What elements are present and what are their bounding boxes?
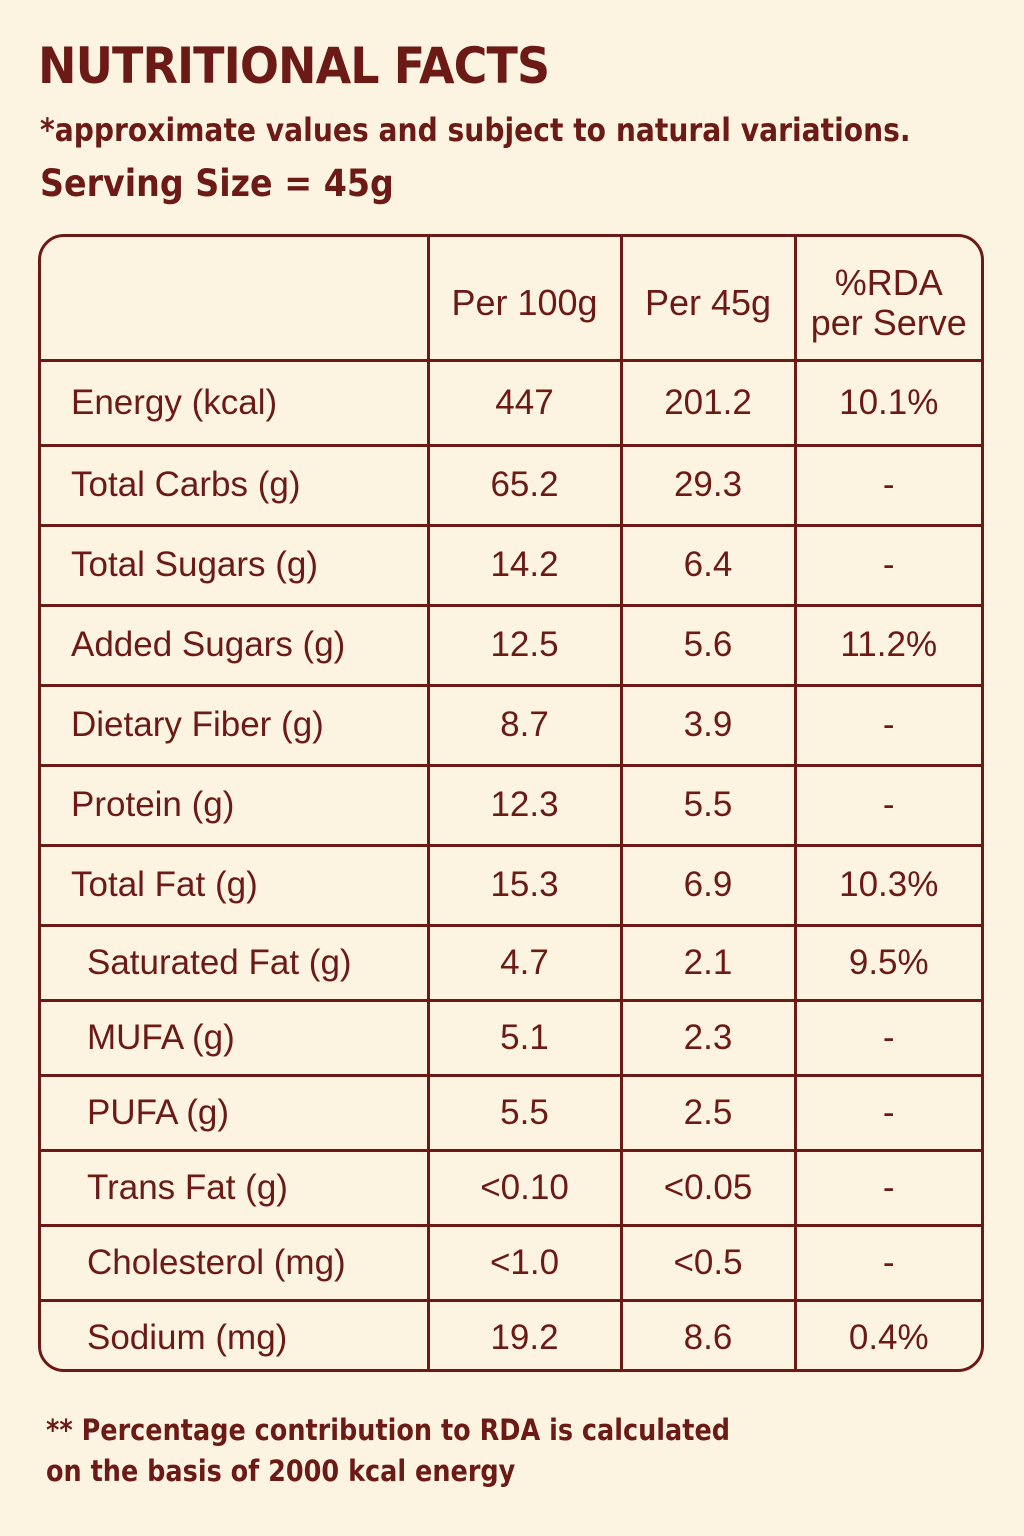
per-45g-value: 6.4	[621, 525, 797, 607]
per-45g-value: 5.6	[621, 605, 797, 687]
per-45g-value: 2.5	[621, 1075, 797, 1152]
rda-value: 9.5%	[795, 925, 981, 1002]
header-rda-line1: %RDA	[834, 261, 943, 303]
table-row: Protein (g) 12.3 5.5 -	[41, 765, 981, 847]
per-100g-value: 8.7	[428, 685, 623, 767]
rda-value: -	[795, 1150, 981, 1227]
rda-value: -	[795, 685, 981, 767]
header-nutrient	[41, 237, 430, 362]
rda-value: 0.4%	[848, 1318, 929, 1358]
table-row: Cholesterol (mg) <1.0 <0.5 -	[41, 1225, 981, 1302]
per-45g-value: 2.3	[621, 1000, 797, 1077]
nutrient-label: PUFA (g)	[41, 1075, 430, 1152]
per-45g-value: 3.9	[621, 685, 797, 767]
header-rda: %RDA per Serve	[795, 237, 981, 362]
nutrient-label: Total Fat (g)	[41, 845, 430, 927]
rda-value: -	[795, 445, 981, 527]
per-100g-value: 12.3	[428, 765, 623, 847]
rda-value: -	[795, 525, 981, 607]
per-100g-value: <1.0	[428, 1225, 623, 1302]
table-row: Total Sugars (g) 14.2 6.4 -	[41, 525, 981, 607]
header-per-100g: Per 100g	[428, 237, 623, 362]
per-45g-value: 201.2	[621, 360, 797, 447]
per-45g-value: 5.5	[621, 765, 797, 847]
page-title: NUTRITIONAL FACTS	[38, 37, 550, 95]
table-row: Trans Fat (g) <0.10 <0.05 -	[41, 1150, 981, 1227]
rda-value: -	[795, 1225, 981, 1302]
table-row: MUFA (g) 5.1 2.3 -	[41, 1000, 981, 1077]
nutrient-label: Protein (g)	[41, 765, 430, 847]
per-100g-value: 14.2	[428, 525, 623, 607]
per-45g-value: 29.3	[621, 445, 797, 527]
table-row: Saturated Fat (g) 4.7 2.1 9.5%	[41, 925, 981, 1002]
per-45g-value: 6.9	[621, 845, 797, 927]
nutrient-label: MUFA (g)	[41, 1000, 430, 1077]
rda-value: 10.3%	[795, 845, 981, 927]
per-45g-value: 2.1	[621, 925, 797, 1002]
per-45g-value: 8.6	[621, 1300, 797, 1369]
per-45g-value: <0.05	[621, 1150, 797, 1227]
per-100g-value: 15.3	[428, 845, 623, 927]
per-100g-value: 12.5	[428, 605, 623, 687]
per-45g-value: <0.5	[621, 1225, 797, 1302]
footnote-line-2: on the basis of 2000 kcal energy	[46, 1454, 516, 1488]
serving-size: Serving Size = 45g	[40, 162, 394, 205]
per-100g-value: 5.5	[428, 1075, 623, 1152]
rda-value: 10.1%	[795, 360, 981, 447]
nutrient-label: Energy (kcal)	[41, 360, 430, 447]
table-row: Sodium (mg) 19.2 8.6 0.4%	[41, 1300, 981, 1369]
nutrient-label: Saturated Fat (g)	[41, 925, 430, 1002]
rda-value: -	[795, 1075, 981, 1152]
rda-footnote: ** Percentage contribution to RDA is cal…	[46, 1410, 730, 1492]
table-row: Total Carbs (g) 65.2 29.3 -	[41, 445, 981, 527]
per-100g-value: 65.2	[428, 445, 623, 527]
nutrient-label: Total Carbs (g)	[41, 445, 430, 527]
nutrient-label: Added Sugars (g)	[41, 605, 430, 687]
header-per-45g: Per 45g	[621, 237, 797, 362]
table-row: Energy (kcal) 447 201.2 10.1%	[41, 360, 981, 447]
header-rda-line2: per Serve	[810, 301, 967, 343]
footnote-line-1: ** Percentage contribution to RDA is cal…	[46, 1413, 731, 1447]
table-row: Added Sugars (g) 12.5 5.6 11.2%	[41, 605, 981, 687]
table-row: PUFA (g) 5.5 2.5 -	[41, 1075, 981, 1152]
nutrient-label: Cholesterol (mg)	[41, 1225, 430, 1302]
nutrient-label: Sodium (mg)	[41, 1300, 430, 1369]
nutrition-table: Per 100g Per 45g %RDA per Serve Energy (…	[38, 234, 984, 1372]
table-row: Total Fat (g) 15.3 6.9 10.3%	[41, 845, 981, 927]
per-100g-value: 447	[428, 360, 623, 447]
nutrient-label: Total Sugars (g)	[41, 525, 430, 607]
rda-value: -	[795, 765, 981, 847]
table-header-row: Per 100g Per 45g %RDA per Serve	[41, 237, 981, 362]
per-100g-value: 5.1	[428, 1000, 623, 1077]
per-100g-value: <0.10	[428, 1150, 623, 1227]
rda-value: -	[795, 1000, 981, 1077]
variation-disclaimer: *approximate values and subject to natur…	[40, 111, 911, 149]
nutrient-label: Trans Fat (g)	[41, 1150, 430, 1227]
rda-value: 11.2%	[795, 605, 981, 687]
per-100g-value: 4.7	[428, 925, 623, 1002]
table-row: Dietary Fiber (g) 8.7 3.9 -	[41, 685, 981, 767]
per-100g-value: 19.2	[428, 1300, 623, 1369]
nutrient-label: Dietary Fiber (g)	[41, 685, 430, 767]
